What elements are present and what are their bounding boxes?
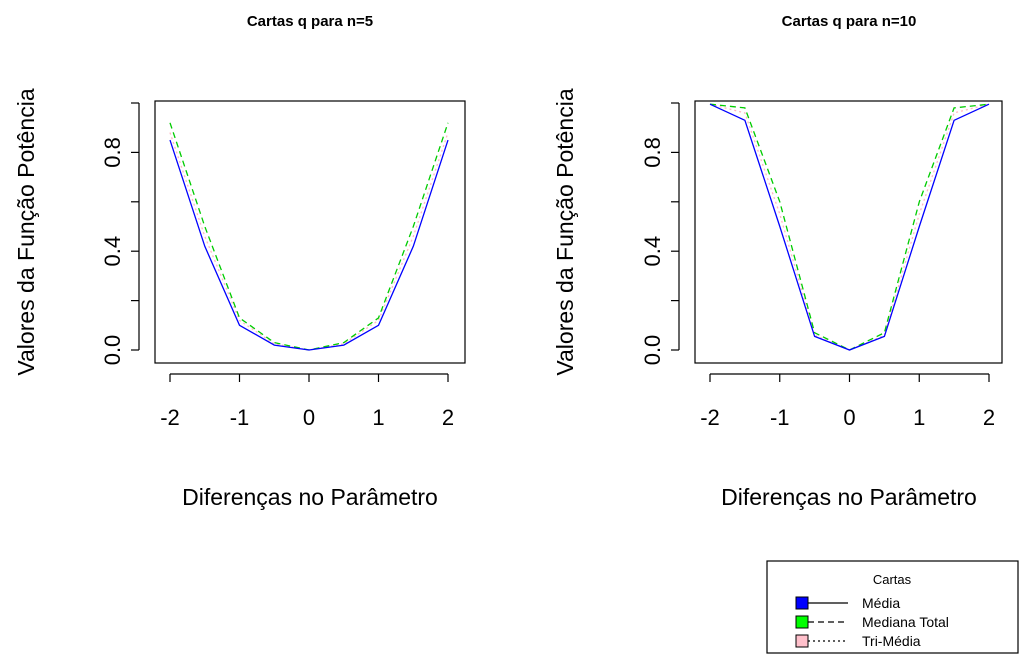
- x-axis: -2 -1 0 1 2: [160, 373, 454, 430]
- legend-label: Tri-Média: [862, 633, 921, 649]
- x-tick-label: 0: [303, 405, 315, 430]
- y-tick-label: 0.4: [100, 236, 125, 267]
- series-line-tri-m-dia: [169, 132, 449, 351]
- plot-box: [694, 100, 1003, 364]
- chart-title: Cartas q para n=10: [782, 13, 917, 30]
- legend-item: Mediana Total: [795, 614, 949, 630]
- series-line-mediana-total: [169, 122, 449, 351]
- legend-item: Tri-Média: [795, 633, 921, 649]
- series-line-m-dia: [169, 139, 449, 351]
- y-axis-label: Valores da Função Potência: [552, 88, 578, 375]
- chart-panel-n10: Cartas q para n=10 0.0 0.4 0.8 -2 -1 0 1 2 Dif…: [552, 13, 1003, 510]
- x-axis: -2 -1 0 1 2: [700, 373, 995, 430]
- series-line-m-dia: [709, 103, 990, 351]
- x-tick-label: -1: [230, 405, 250, 430]
- legend-item: Média: [795, 595, 900, 611]
- x-tick-label: -2: [700, 405, 720, 430]
- series-group: [709, 103, 990, 351]
- y-axis: 0.0 0.4 0.8: [100, 102, 140, 366]
- y-tick-label: 0.0: [100, 335, 125, 366]
- x-tick-label: 2: [442, 405, 454, 430]
- series-line-mediana-total: [709, 103, 990, 351]
- chart-title: Cartas q para n=5: [247, 13, 373, 30]
- legend-box: [766, 560, 1019, 654]
- legend-items: Média Mediana Total Tri-Média: [795, 595, 949, 649]
- legend: Cartas Média Mediana Total Tri-Média: [766, 560, 1019, 654]
- x-tick-label: 1: [372, 405, 384, 430]
- y-tick-label: 0.0: [640, 335, 665, 366]
- legend-label: Média: [862, 595, 900, 611]
- x-axis-label: Diferenças no Parâmetro: [721, 484, 977, 510]
- legend-swatch: [795, 596, 809, 610]
- y-axis-label: Valores da Função Potência: [13, 88, 39, 375]
- y-tick-label: 0.4: [640, 236, 665, 267]
- x-tick-label: 1: [913, 405, 925, 430]
- y-tick-label: 0.8: [640, 137, 665, 168]
- legend-swatch: [795, 615, 809, 629]
- legend-swatch: [795, 634, 809, 648]
- series-group: [169, 122, 449, 351]
- x-tick-label: 0: [843, 405, 855, 430]
- legend-label: Mediana Total: [862, 614, 949, 630]
- x-tick-label: -2: [160, 405, 180, 430]
- x-axis-label: Diferenças no Parâmetro: [182, 484, 438, 510]
- x-tick-label: 2: [983, 405, 995, 430]
- plot-box: [154, 100, 466, 364]
- legend-title: Cartas: [873, 572, 912, 587]
- y-tick-label: 0.8: [100, 137, 125, 168]
- x-tick-label: -1: [770, 405, 790, 430]
- y-axis: 0.0 0.4 0.8: [640, 102, 680, 366]
- chart-panel-n5: Cartas q para n=5 0.0 0.4 0.8 -2 -1 0 1 2 Dife…: [13, 13, 466, 510]
